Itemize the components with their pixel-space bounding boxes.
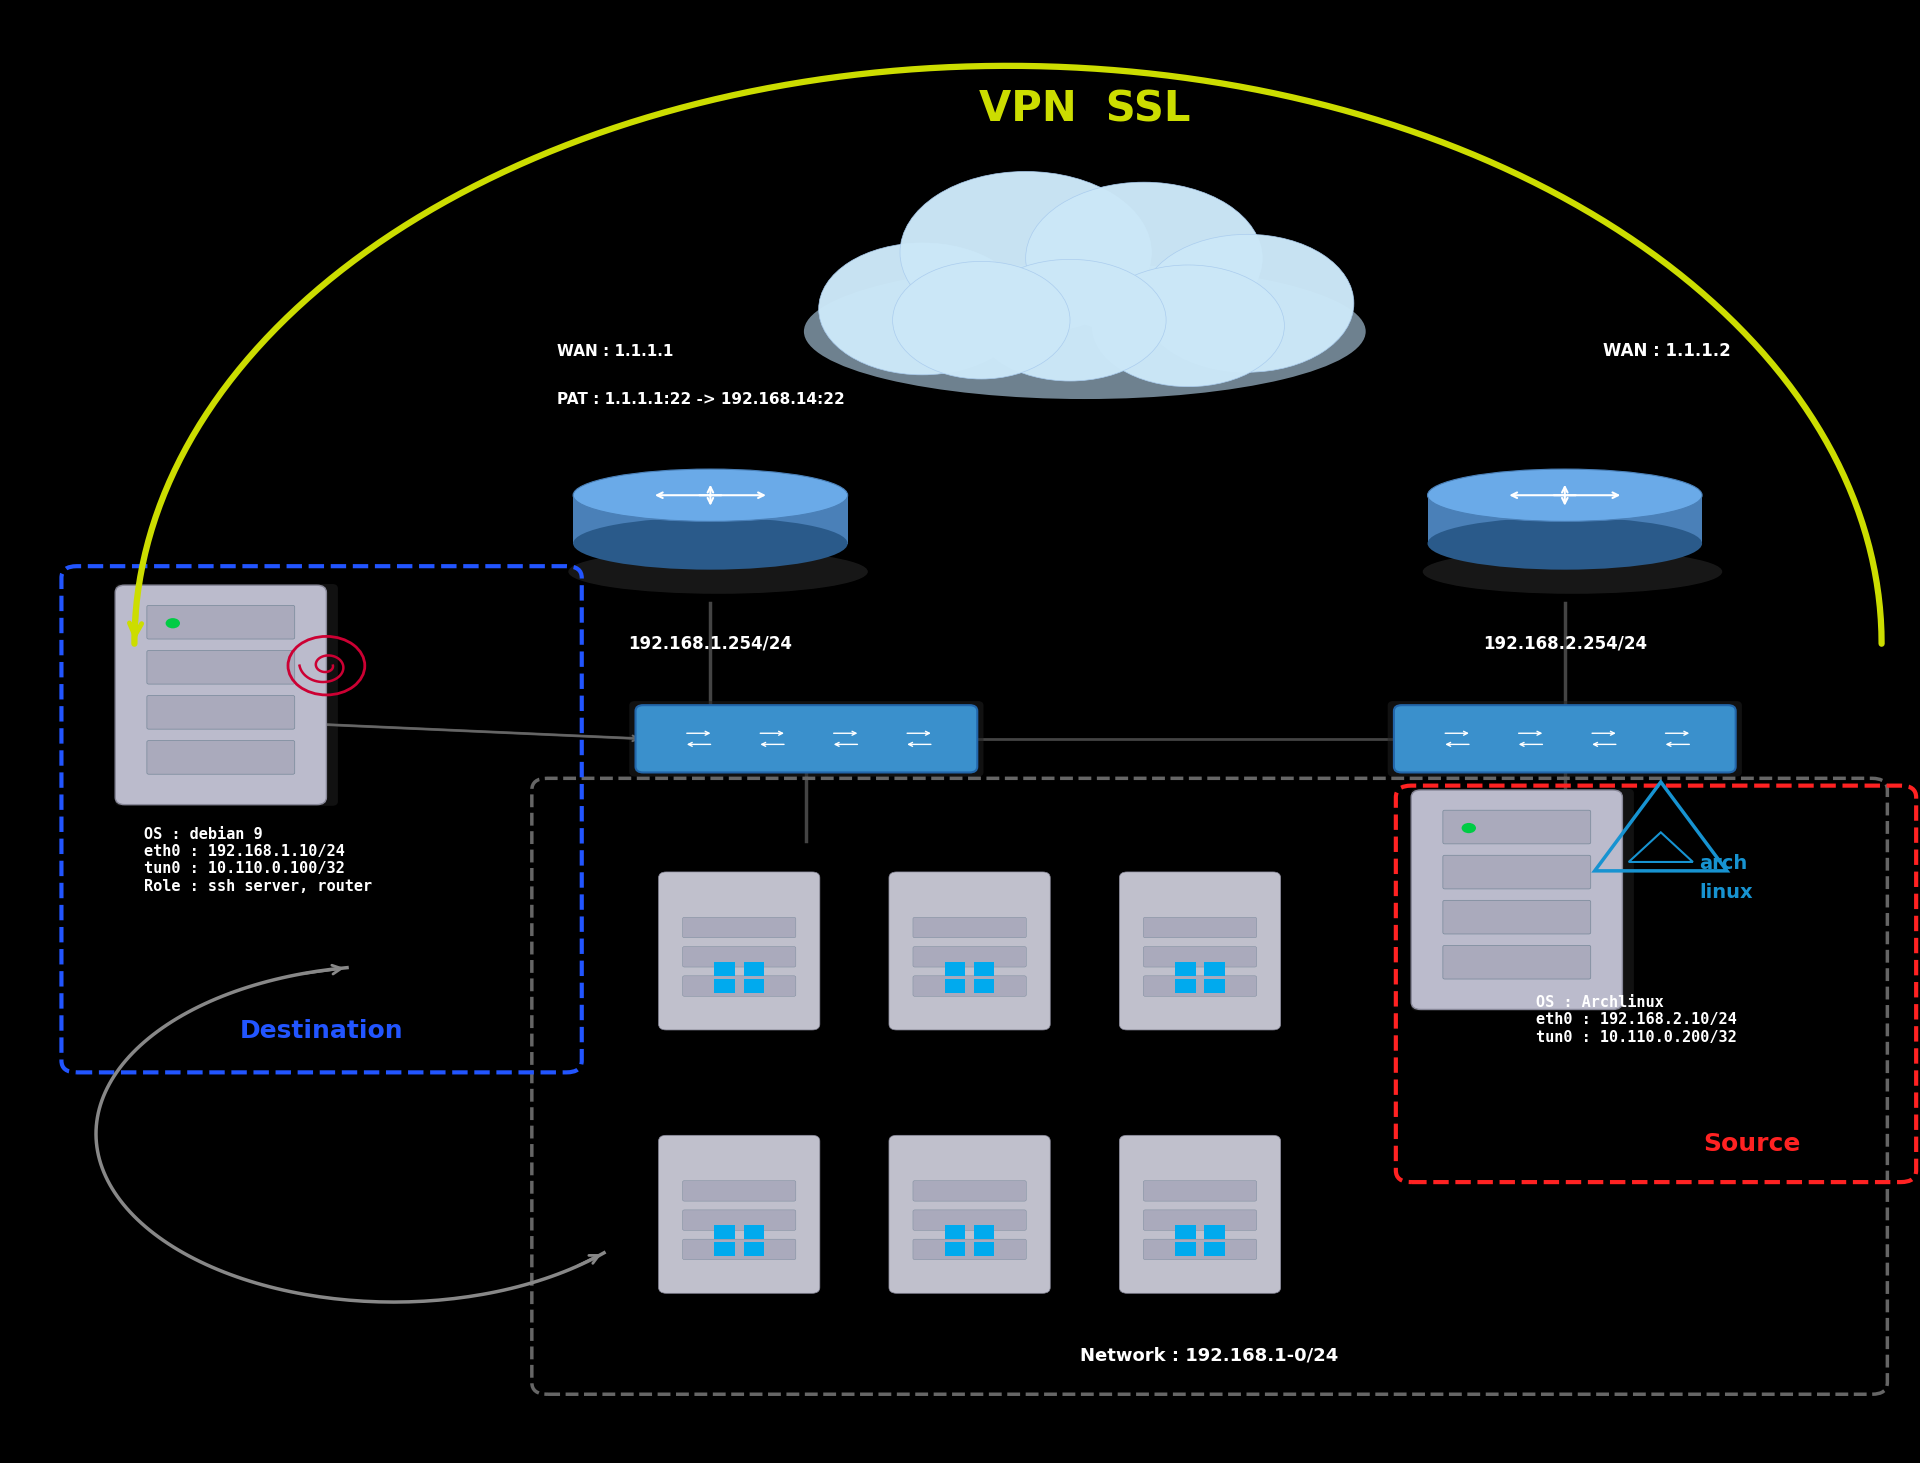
FancyBboxPatch shape [1119,872,1281,1030]
FancyBboxPatch shape [714,1242,735,1257]
Text: WAN : 1.1.1.1: WAN : 1.1.1.1 [557,344,674,358]
FancyBboxPatch shape [914,1181,1025,1201]
FancyBboxPatch shape [659,1135,820,1293]
FancyBboxPatch shape [914,1239,1025,1260]
FancyBboxPatch shape [1144,1239,1258,1260]
FancyBboxPatch shape [945,1225,966,1239]
FancyBboxPatch shape [1444,811,1590,844]
Ellipse shape [1427,518,1701,569]
FancyBboxPatch shape [1444,856,1590,890]
FancyBboxPatch shape [1204,1242,1225,1257]
FancyBboxPatch shape [914,1210,1025,1230]
Text: Source: Source [1703,1132,1801,1156]
Ellipse shape [893,262,1069,379]
FancyBboxPatch shape [146,651,296,685]
FancyBboxPatch shape [1204,1225,1225,1239]
FancyBboxPatch shape [1388,701,1741,777]
FancyBboxPatch shape [743,1242,764,1257]
FancyBboxPatch shape [146,695,296,729]
Text: OS : debian 9
eth0 : 192.168.1.10/24
tun0 : 10.110.0.100/32
Role : ssh server, r: OS : debian 9 eth0 : 192.168.1.10/24 tun… [144,827,372,894]
Ellipse shape [1461,822,1476,834]
FancyBboxPatch shape [1444,945,1590,979]
Text: arch: arch [1699,854,1747,872]
FancyBboxPatch shape [945,961,966,976]
FancyBboxPatch shape [146,606,296,639]
FancyBboxPatch shape [914,947,1025,967]
FancyBboxPatch shape [146,740,296,774]
Ellipse shape [572,518,849,569]
FancyBboxPatch shape [743,961,764,976]
FancyBboxPatch shape [1119,1135,1281,1293]
FancyBboxPatch shape [684,1210,797,1230]
FancyBboxPatch shape [684,947,797,967]
Ellipse shape [1025,183,1261,334]
Ellipse shape [804,263,1365,399]
FancyBboxPatch shape [973,979,995,993]
Text: PAT : 1.1.1.1:22 -> 192.168.14:22: PAT : 1.1.1.1:22 -> 192.168.14:22 [557,392,845,407]
FancyBboxPatch shape [914,917,1025,938]
FancyBboxPatch shape [659,872,820,1030]
Polygon shape [1427,496,1701,543]
FancyBboxPatch shape [973,1225,995,1239]
Polygon shape [1628,832,1693,862]
Ellipse shape [1140,234,1354,372]
FancyBboxPatch shape [714,961,735,976]
FancyBboxPatch shape [1144,947,1258,967]
FancyBboxPatch shape [1144,976,1258,996]
FancyBboxPatch shape [714,1225,735,1239]
FancyBboxPatch shape [1175,979,1196,993]
FancyBboxPatch shape [889,872,1050,1030]
Text: Destination: Destination [240,1020,403,1043]
FancyBboxPatch shape [914,976,1025,996]
FancyBboxPatch shape [1175,961,1196,976]
Text: linux: linux [1699,884,1753,901]
FancyBboxPatch shape [1144,1210,1258,1230]
FancyBboxPatch shape [1411,790,1622,1009]
FancyBboxPatch shape [1144,1181,1258,1201]
FancyBboxPatch shape [973,961,995,976]
FancyBboxPatch shape [1175,1242,1196,1257]
FancyBboxPatch shape [636,705,977,772]
Text: 192.168.1.254/24: 192.168.1.254/24 [628,635,793,652]
FancyBboxPatch shape [973,1242,995,1257]
FancyBboxPatch shape [889,1135,1050,1293]
Text: OS : Archlinux
eth0 : 192.168.2.10/24
tun0 : 10.110.0.200/32: OS : Archlinux eth0 : 192.168.2.10/24 tu… [1536,995,1738,1045]
FancyBboxPatch shape [1204,979,1225,993]
Polygon shape [572,496,849,543]
FancyBboxPatch shape [115,584,338,806]
FancyBboxPatch shape [714,979,735,993]
FancyBboxPatch shape [1394,705,1736,772]
FancyBboxPatch shape [1444,900,1590,933]
Ellipse shape [1427,470,1701,521]
Ellipse shape [1423,550,1722,594]
FancyBboxPatch shape [743,979,764,993]
Text: VPN  SSL: VPN SSL [979,89,1190,130]
FancyBboxPatch shape [684,1181,797,1201]
FancyBboxPatch shape [1175,1225,1196,1239]
FancyBboxPatch shape [1204,961,1225,976]
FancyBboxPatch shape [684,1239,797,1260]
Text: Network : 192.168.1-0/24: Network : 192.168.1-0/24 [1081,1347,1338,1365]
FancyBboxPatch shape [743,1225,764,1239]
Ellipse shape [973,259,1165,380]
FancyBboxPatch shape [1144,917,1258,938]
Ellipse shape [818,243,1025,375]
FancyBboxPatch shape [1411,789,1634,1011]
Ellipse shape [568,550,868,594]
Ellipse shape [1092,265,1284,386]
FancyBboxPatch shape [945,1242,966,1257]
Ellipse shape [572,470,849,521]
Text: WAN : 1.1.1.2: WAN : 1.1.1.2 [1603,342,1732,360]
FancyBboxPatch shape [684,976,797,996]
Ellipse shape [900,171,1152,334]
FancyBboxPatch shape [115,585,326,805]
FancyBboxPatch shape [630,701,983,777]
FancyBboxPatch shape [945,979,966,993]
Text: 192.168.2.254/24: 192.168.2.254/24 [1482,635,1647,652]
Ellipse shape [165,617,180,629]
FancyBboxPatch shape [684,917,797,938]
